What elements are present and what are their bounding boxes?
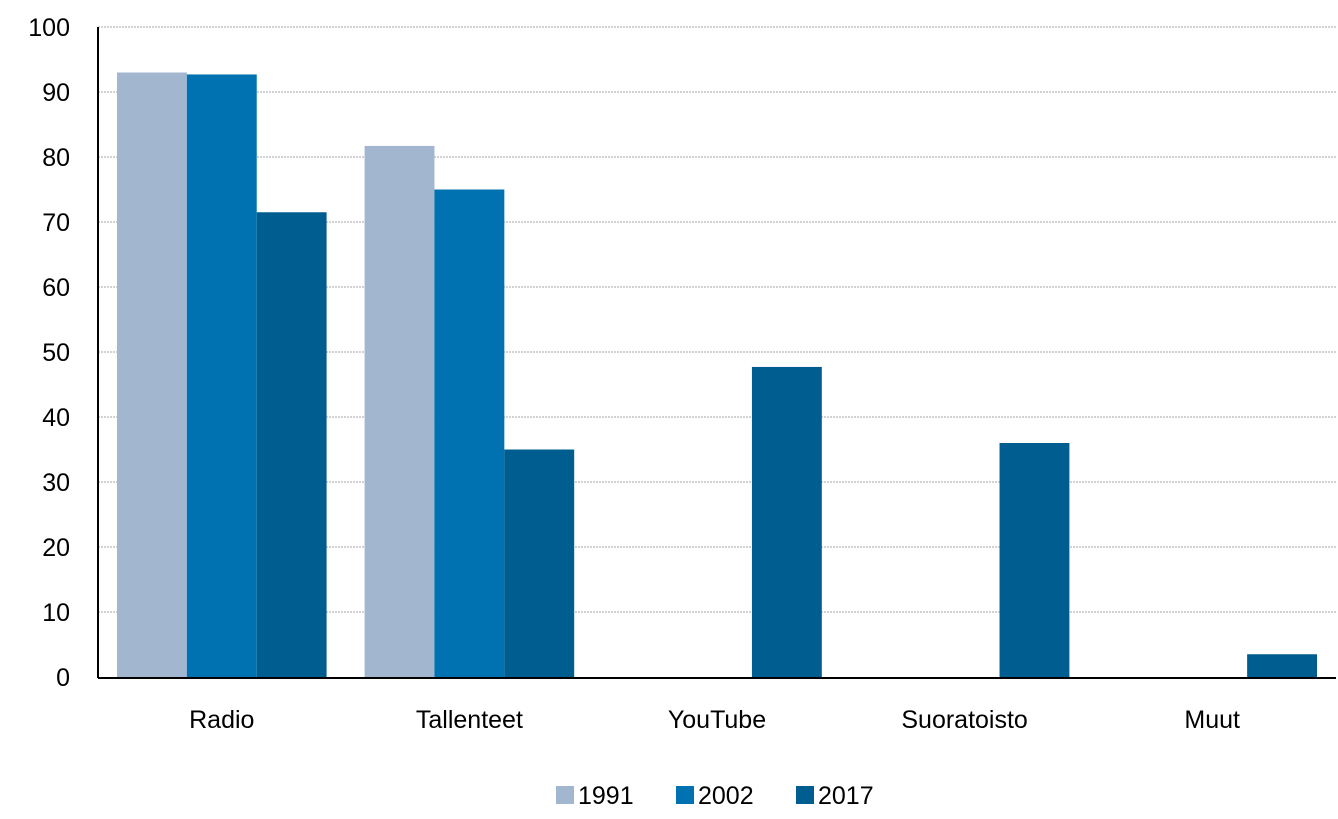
category-label-radio: Radio	[189, 706, 254, 734]
y-tick-label: 60	[42, 274, 70, 302]
legend-swatch-1991	[556, 786, 574, 804]
bar-tallenteet-1991	[364, 145, 435, 677]
bar-radio-2002	[186, 74, 257, 677]
y-tick-label: 50	[42, 339, 70, 367]
bar-radio-1991	[117, 72, 187, 677]
bars	[117, 72, 1317, 677]
y-tick-label: 30	[42, 469, 70, 497]
category-label-suoratoisto: Suoratoisto	[901, 706, 1027, 734]
bar-muut-2017	[1247, 654, 1317, 677]
category-label-muut: Muut	[1184, 706, 1240, 734]
gridlines	[98, 26, 1336, 613]
bar-suoratoisto-2017	[999, 443, 1070, 677]
legend: 1991 2002 2017	[556, 782, 874, 810]
legend-label-2017: 2017	[818, 782, 874, 810]
y-tick-label: 0	[56, 664, 70, 692]
y-tick-label: 80	[42, 144, 70, 172]
legend-swatch-2017	[796, 786, 814, 804]
category-label-tallenteet: Tallenteet	[416, 706, 523, 734]
y-tick-label: 40	[42, 404, 70, 432]
y-tick-label: 90	[42, 79, 70, 107]
bar-tallenteet-2002	[434, 189, 505, 677]
category-label-youtube: YouTube	[668, 706, 766, 734]
bar-youtube-2017	[751, 366, 822, 677]
y-tick-label: 20	[42, 534, 70, 562]
legend-label-2002: 2002	[698, 782, 754, 810]
bar-radio-2017	[256, 212, 327, 677]
y-tick-label: 100	[28, 14, 70, 42]
category-labels: Radio Tallenteet YouTube Suoratoisto Muut	[189, 706, 1240, 734]
y-tick-label: 10	[42, 599, 70, 627]
legend-swatch-2002	[676, 786, 694, 804]
legend-label-1991: 1991	[578, 782, 634, 810]
y-tick-label: 70	[42, 209, 70, 237]
axes	[97, 27, 1336, 679]
bar-tallenteet-2017	[504, 449, 575, 677]
y-tick-labels: 0 10 20 30 40 50 60 70 80 90 100	[28, 14, 70, 692]
